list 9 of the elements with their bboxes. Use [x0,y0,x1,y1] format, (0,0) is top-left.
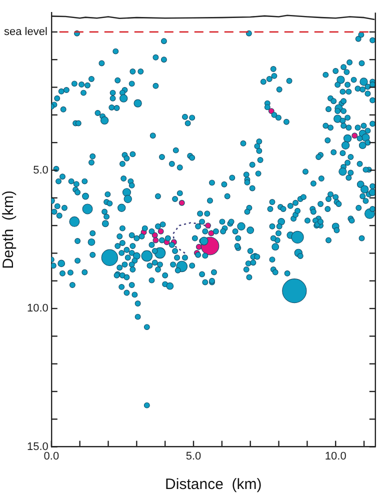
y-axis-title: Depth (km) [0,190,18,269]
x-tick-label: 10.0 [324,450,346,462]
x-axis-title: Distance (km) [165,476,262,494]
y-tick-label: 10.0 [26,302,48,315]
x-tick-label: 5.0 [186,450,202,462]
y-tick-label: 5.0 [33,164,48,176]
ref-line-label: sea level [4,26,48,38]
y-tick-label: 15.0 [26,440,48,453]
x-tick-label: 0.0 [44,450,60,462]
